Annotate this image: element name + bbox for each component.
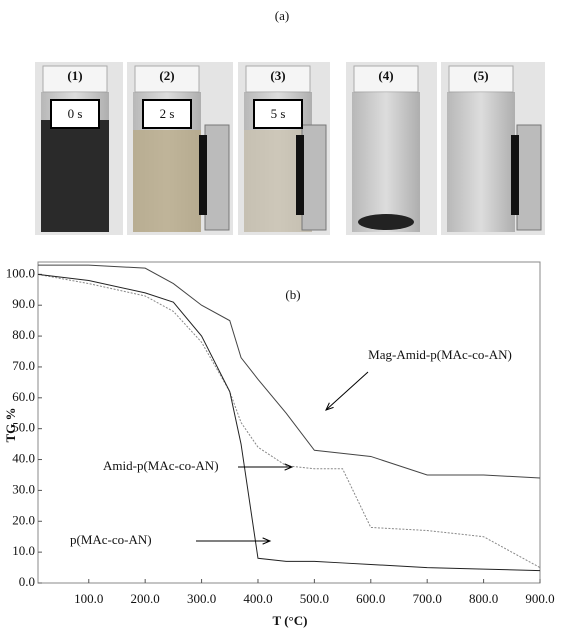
x-tick-label: 300.0	[187, 591, 216, 606]
y-tick-label: 40.0	[12, 451, 35, 466]
y-tick-label: 30.0	[12, 481, 35, 496]
vial	[352, 92, 420, 232]
time-label: 0 s	[68, 106, 83, 121]
annotation-arrow	[326, 372, 368, 410]
panel-label: (b)	[285, 287, 300, 302]
x-tick-label: 200.0	[131, 591, 160, 606]
figure: (a) (1) 0 s (2) 2 s (3) 5 s (4) (5) 0.0 10.0 20.0…	[0, 0, 564, 633]
x-tick-label: 600.0	[356, 591, 385, 606]
vial	[447, 92, 515, 232]
y-axis-label: TG %	[3, 407, 18, 442]
photo-label: (4)	[378, 68, 393, 83]
photo-label: (1)	[67, 68, 82, 83]
series-annotation: p(MAc-co-AN)	[70, 532, 152, 547]
magnet	[517, 125, 541, 230]
time-label: 2 s	[160, 106, 175, 121]
photo-label: (3)	[270, 68, 285, 83]
magnet-dark	[511, 135, 519, 215]
series-annotation: Mag-Amid-p(MAc-co-AN)	[368, 347, 512, 362]
x-tick-label: 100.0	[74, 591, 103, 606]
time-label: 5 s	[271, 106, 286, 121]
y-tick-label: 100.0	[6, 265, 35, 280]
y-tick-label: 10.0	[12, 543, 35, 558]
x-tick-label: 900.0	[525, 591, 554, 606]
x-tick-label: 500.0	[300, 591, 329, 606]
series-line	[38, 274, 540, 570]
figure-label: (a)	[275, 8, 289, 23]
x-tick-label: 800.0	[469, 591, 498, 606]
magnet	[205, 125, 229, 230]
series-line	[38, 274, 540, 567]
vial-content	[41, 120, 109, 232]
y-tick-label: 80.0	[12, 327, 35, 342]
y-tick-label: 0.0	[19, 574, 35, 589]
photo-label: (2)	[159, 68, 174, 83]
x-axis-label: T (°C)	[273, 613, 308, 628]
y-tick-label: 60.0	[12, 389, 35, 404]
y-tick-label: 90.0	[12, 296, 35, 311]
photo-label: (5)	[473, 68, 488, 83]
y-tick-label: 20.0	[12, 512, 35, 527]
x-tick-label: 400.0	[243, 591, 272, 606]
magnet-dark	[199, 135, 207, 215]
x-tick-label: 700.0	[413, 591, 442, 606]
photo-panel: (1) 0 s (2) 2 s (3) 5 s (4) (5)	[35, 62, 545, 235]
vial-content	[133, 130, 201, 232]
series-annotation: Amid-p(MAc-co-AN)	[103, 458, 219, 473]
magnet	[302, 125, 326, 230]
magnet-dark	[296, 135, 304, 215]
sediment	[358, 214, 414, 230]
y-tick-label: 70.0	[12, 358, 35, 373]
chart: 0.010.020.030.040.050.060.070.080.090.01…	[3, 262, 555, 628]
